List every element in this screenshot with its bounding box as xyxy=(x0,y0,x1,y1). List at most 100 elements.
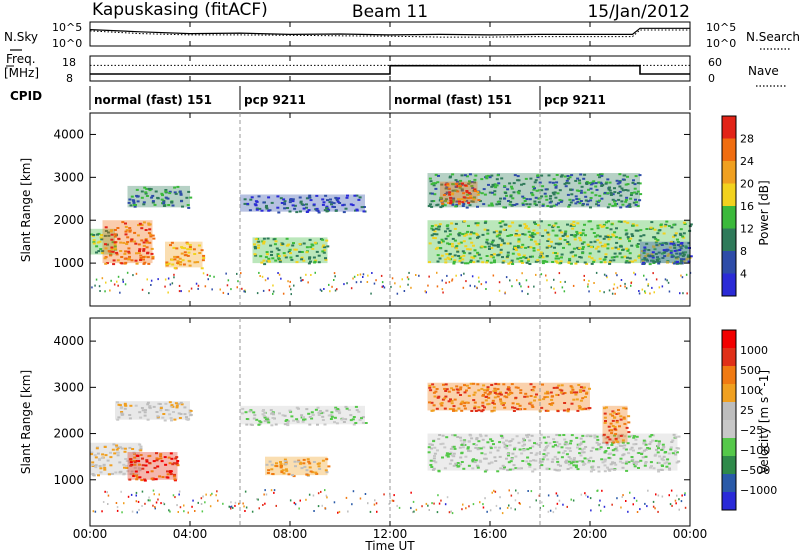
echo-point xyxy=(282,292,285,295)
echo-point xyxy=(485,255,489,257)
echo-point xyxy=(351,204,355,207)
echo-point xyxy=(509,200,513,203)
echo-point xyxy=(468,237,472,240)
echo-point xyxy=(283,458,287,461)
echo-point xyxy=(614,246,618,249)
echo-point xyxy=(620,256,624,259)
echo-point xyxy=(95,245,99,248)
echo-point xyxy=(107,231,110,234)
echo-point xyxy=(578,247,582,250)
echo-point xyxy=(462,192,466,195)
echo-point xyxy=(512,182,516,185)
echo-point xyxy=(271,257,275,260)
echo-point xyxy=(459,255,463,258)
echo-point xyxy=(463,272,465,275)
echo-point xyxy=(173,478,177,481)
echo-point xyxy=(127,247,131,250)
echo-point xyxy=(554,186,558,189)
echo-point xyxy=(580,441,584,444)
echo-point xyxy=(528,203,532,206)
echo-point xyxy=(572,247,576,250)
echo-point xyxy=(92,474,96,477)
echo-point xyxy=(149,235,153,238)
echo-point xyxy=(493,456,497,459)
echo-point xyxy=(552,441,556,443)
echo-point xyxy=(541,260,545,263)
echo-point xyxy=(238,502,240,505)
echo-point xyxy=(227,292,229,295)
echo-point xyxy=(590,191,594,194)
echo-point xyxy=(167,291,169,294)
echo-point xyxy=(603,459,607,462)
echo-point xyxy=(671,504,673,507)
echo-point xyxy=(187,251,191,254)
echo-point xyxy=(541,204,545,207)
echo-point xyxy=(531,406,535,408)
echo-point xyxy=(539,441,543,444)
echo-point xyxy=(443,387,447,390)
echo-point xyxy=(529,177,533,180)
echo-point xyxy=(597,250,601,253)
echo-point xyxy=(427,451,431,454)
echo-point xyxy=(173,276,175,279)
echo-point xyxy=(623,435,627,438)
echo-point xyxy=(359,497,362,500)
echo-point xyxy=(289,252,292,255)
echo-point xyxy=(118,461,122,464)
echo-point xyxy=(520,467,523,470)
echo-point xyxy=(122,280,124,283)
echo-point xyxy=(644,255,648,257)
echo-point xyxy=(183,251,187,254)
echo-point xyxy=(433,452,437,455)
echo-point xyxy=(446,455,450,458)
echo-point xyxy=(643,246,647,249)
x-tick-label: 00:00 xyxy=(73,527,108,541)
echo-point xyxy=(463,199,466,202)
echo-point xyxy=(490,241,494,244)
echo-point xyxy=(90,233,94,236)
echo-point xyxy=(307,209,311,212)
echo-point xyxy=(682,292,684,295)
echo-point xyxy=(492,185,496,188)
echo-point xyxy=(455,200,459,203)
echo-point xyxy=(525,434,529,437)
echo-point xyxy=(450,399,454,402)
echo-point xyxy=(133,463,137,466)
echo-point xyxy=(446,242,450,245)
echo-point xyxy=(436,254,440,257)
echo-point xyxy=(547,233,551,236)
echo-point xyxy=(610,468,614,471)
echo-point xyxy=(173,267,177,270)
echo-point xyxy=(129,404,133,407)
echo-point xyxy=(463,262,467,265)
echo-point xyxy=(440,402,444,404)
echo-point xyxy=(627,452,631,455)
echo-point xyxy=(569,188,573,191)
echo-point xyxy=(632,435,636,438)
echo-point xyxy=(663,451,667,454)
echo-point xyxy=(538,181,542,184)
echo-point xyxy=(456,190,460,193)
echo-point xyxy=(588,182,592,184)
echo-point xyxy=(496,395,500,398)
echo-point xyxy=(534,459,538,462)
echo-point xyxy=(104,243,107,246)
echo-point xyxy=(188,264,192,267)
echo-point xyxy=(273,491,275,494)
echo-point xyxy=(115,444,119,447)
echo-point xyxy=(144,229,148,231)
echo-point xyxy=(670,489,673,492)
echo-point xyxy=(578,202,582,205)
echo-point xyxy=(525,279,528,282)
echo-point xyxy=(529,246,533,249)
echo-point xyxy=(634,443,638,446)
echo-point xyxy=(454,462,458,465)
echo-point xyxy=(355,194,359,197)
echo-point xyxy=(120,262,124,265)
echo-point xyxy=(430,225,434,227)
echo-point xyxy=(308,423,312,426)
echo-point xyxy=(176,260,180,263)
echo-point xyxy=(232,506,234,509)
echo-point xyxy=(654,507,656,510)
